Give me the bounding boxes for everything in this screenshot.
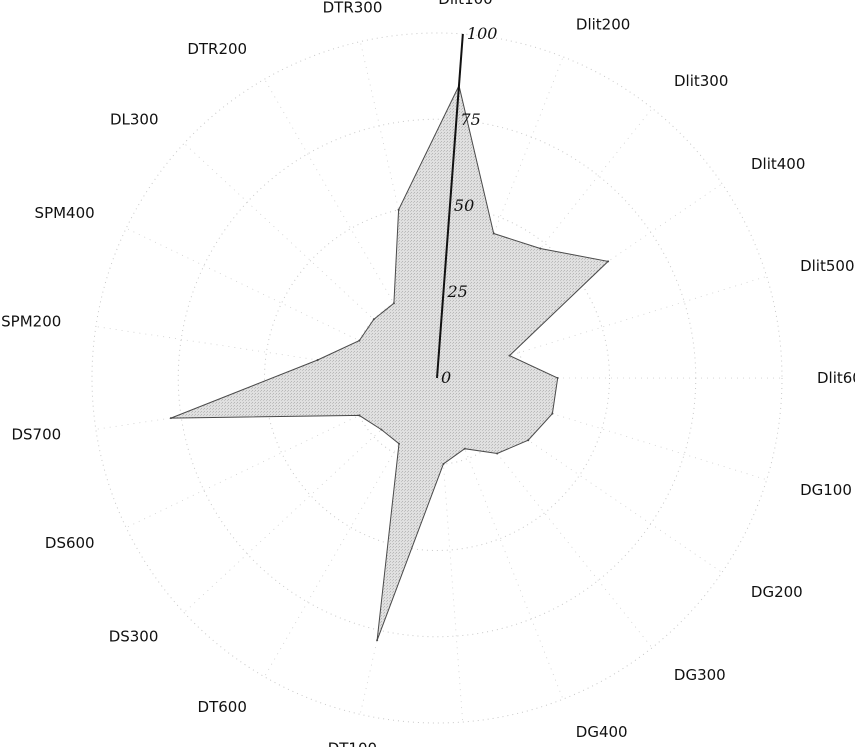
data-point-DS600 bbox=[358, 414, 361, 417]
tick-label-75: 75 bbox=[460, 110, 480, 129]
category-label-DT600: DT600 bbox=[198, 698, 247, 716]
data-point-Dlit400 bbox=[607, 260, 610, 263]
category-label-DS600: DS600 bbox=[45, 534, 95, 552]
category-label-DG100: DG100 bbox=[800, 481, 852, 499]
category-label-DG400: DG400 bbox=[576, 723, 628, 741]
data-point-DL300 bbox=[372, 318, 375, 321]
data-point-DTR300 bbox=[397, 208, 400, 211]
data-point-DG100 bbox=[551, 412, 554, 415]
category-label-DS700: DS700 bbox=[11, 426, 61, 444]
series-area bbox=[170, 84, 610, 641]
category-label-DS300: DS300 bbox=[109, 627, 159, 645]
category-label-Dlit100: Dlit100 bbox=[438, 0, 492, 8]
category-label-Dlit200: Dlit200 bbox=[576, 15, 630, 33]
value-axis-line bbox=[436, 33, 464, 379]
category-label-DTR300: DTR300 bbox=[323, 0, 383, 17]
category-label-DT100: DT100 bbox=[328, 740, 377, 747]
category-label-Dlit300: Dlit300 bbox=[674, 72, 728, 90]
category-label-SPM400: SPM400 bbox=[35, 204, 95, 222]
data-point-Dlit300 bbox=[539, 247, 542, 250]
category-label-DG300: DG300 bbox=[674, 666, 726, 684]
tick-label-100: 100 bbox=[467, 24, 498, 43]
data-point-SPM200 bbox=[316, 359, 319, 361]
data-point-DTR200 bbox=[392, 302, 395, 305]
data-point-DT100 bbox=[376, 639, 379, 642]
value-axis-layer: 0 25 50 75 100 bbox=[436, 24, 498, 387]
category-label-Dlit500: Dlit500 bbox=[800, 257, 854, 275]
data-point-DG300 bbox=[496, 452, 499, 455]
data-point-DT600 bbox=[398, 442, 400, 445]
data-point-Dlit500 bbox=[508, 354, 511, 357]
data-point-DS700 bbox=[169, 417, 172, 420]
category-label-DL300: DL300 bbox=[110, 111, 159, 129]
data-point-SPM400 bbox=[358, 339, 361, 342]
tick-label-0: 0 bbox=[441, 368, 451, 387]
data-point-DG400 bbox=[463, 447, 466, 450]
tick-label-50: 50 bbox=[454, 196, 474, 215]
tick-label-25: 25 bbox=[447, 282, 468, 301]
category-label-Dlit400: Dlit400 bbox=[751, 155, 805, 173]
category-label-DG200: DG200 bbox=[751, 583, 803, 601]
grid-ring-4 bbox=[91, 32, 783, 724]
data-point-Dlit200 bbox=[492, 232, 495, 235]
category-label-Dlit600: Dlit600 bbox=[817, 369, 855, 387]
category-label-SPM200: SPM200 bbox=[1, 312, 61, 330]
grid-ring-2 bbox=[264, 205, 610, 551]
category-label-DTR200: DTR200 bbox=[187, 40, 247, 58]
data-point-DS300 bbox=[380, 428, 383, 431]
data-point-Dlit600 bbox=[556, 377, 559, 379]
data-point-DG600 bbox=[442, 463, 445, 465]
data-point-DG200 bbox=[527, 439, 530, 442]
data-area-layer bbox=[169, 84, 610, 642]
